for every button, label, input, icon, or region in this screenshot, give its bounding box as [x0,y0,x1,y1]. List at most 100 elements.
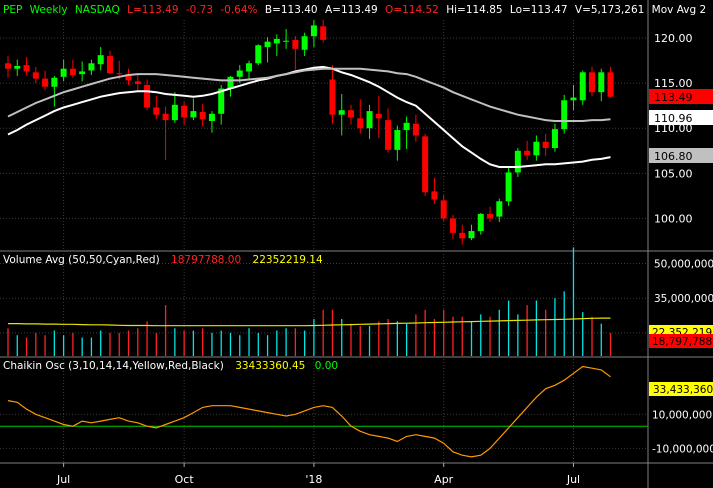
candle-body [589,72,596,93]
candle-body [125,74,132,81]
header-volume: V=5,173,261 [575,4,644,16]
candle [412,114,419,142]
header-symbol: PEP [3,4,22,16]
price-tag-ma-long: 106.80 [649,148,713,163]
volume-panel[interactable] [7,247,612,356]
candle-body [97,55,104,65]
volume-tick-label: 50,000,000 [654,259,713,271]
osc-tag-yellow-box [649,382,713,396]
candle [514,148,521,177]
candle-body [412,123,419,136]
candle [162,106,169,160]
x-tick-label: Jul [56,473,70,486]
candle [5,56,11,78]
moving-average-short-line [7,67,611,122]
candle [607,66,614,98]
candle-body [561,100,568,130]
header-period: Weekly [30,4,68,16]
osc-tag-yellow-text: 33,433,360 [653,384,713,396]
candle-body [468,231,475,239]
candle-body [246,63,253,72]
candle [255,44,262,66]
candle [422,133,429,196]
volume-tag-red: 18,797,788 [649,334,713,348]
candle-body [88,63,95,71]
price-tag-ma-short-box [649,110,713,125]
x-tick-label: Apr [434,473,454,486]
candle [32,66,39,84]
candle [505,167,512,206]
candle-body [431,191,438,200]
candle [60,59,67,82]
candle-body [496,201,503,217]
candle [477,213,484,235]
volume-value-yellow: 22352219.14 [253,254,323,266]
candle [366,104,373,140]
header-change: -0.73 [186,4,213,16]
candle-body [255,45,262,64]
candle [283,29,290,49]
candle [533,135,540,161]
candle-body [171,104,178,121]
candle-body [338,110,345,115]
candle [496,198,503,223]
candle [97,47,104,71]
candle [375,95,382,139]
candle-body [23,65,30,72]
candle [199,103,206,127]
candle-body [607,72,614,97]
candle-body [116,73,123,75]
candlestick-series [5,20,614,245]
candle-body [459,232,466,239]
candle [542,133,549,157]
candle-body [32,72,39,79]
candle-body [357,118,364,129]
candle [524,140,531,160]
oscillator-panel[interactable] [0,365,648,458]
candle-body [106,56,113,74]
osc-value-green: 0.00 [315,360,338,372]
candle-body [5,63,11,69]
candle-body [292,39,299,49]
price-tick-label: 100.00 [654,212,693,225]
candle [134,74,141,93]
candle [88,59,95,76]
candle [440,194,447,222]
candle [570,84,577,111]
candle [153,95,160,120]
candle-body [422,136,429,193]
candle-body [477,213,484,232]
price-tag-ma-short: 110.96 [649,110,713,125]
candle-body [375,113,382,119]
candle-body [190,111,197,118]
chaikin-oscillator-line [7,365,611,458]
candle [171,92,178,123]
candle [181,102,188,125]
osc-value-yellow: 33433360.45 [235,360,305,372]
candle [561,94,568,134]
candle-body [134,81,141,85]
candle-body [385,120,392,150]
candle [51,75,58,107]
osc-title: Chaikin Osc (3,10,14,14,Yellow,Red,Black… [3,360,224,372]
candle-body [69,68,76,76]
candle-body [403,122,410,131]
x-tick-label: '18 [305,473,322,486]
header-low: Lo=113.47 [510,4,568,16]
candle [579,70,586,105]
candle [551,123,558,152]
header-high: Hi=114.85 [446,4,502,16]
candle-body [60,68,67,77]
candle [589,66,596,96]
candle-body [236,70,243,77]
header-study: Mov Avg 2 [652,4,707,16]
candle [449,214,456,240]
price-panel[interactable] [5,20,614,245]
candle-body [42,78,49,87]
candle-body [264,41,271,48]
candle-body [329,79,336,115]
volume-panel-label: Volume Avg (50,50,Cyan,Red) 18797788.00 … [3,254,323,266]
x-tick-label: Oct [175,473,195,486]
